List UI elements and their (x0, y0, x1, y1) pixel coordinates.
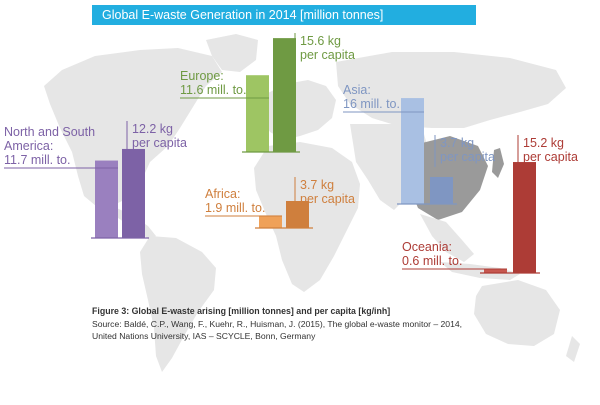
map-australia (474, 280, 560, 346)
label-per-capita-asia: 3.7 kg per capita (440, 136, 495, 164)
bar-per-capita-americas (122, 148, 145, 238)
chart-title: Global E-waste Generation in 2014 [milli… (92, 5, 476, 25)
bars-layer (91, 38, 540, 274)
label-total-oceania: Oceania: 0.6 mill. to. (402, 240, 462, 268)
world-map (44, 34, 580, 372)
bar-total-asia (401, 98, 424, 204)
map-north-america (44, 48, 222, 206)
source-line-2: United Nations University, IAS – SCYCLE,… (92, 331, 316, 341)
bar-per-capita-asia (430, 176, 453, 204)
map-new-zealand (566, 336, 580, 362)
map-japan (492, 148, 504, 178)
label-per-capita-africa: 3.7 kg per capita (300, 178, 355, 206)
map-southeast-asia (420, 214, 474, 262)
figure-caption: Figure 3: Global E-waste arising [millio… (92, 306, 391, 316)
label-total-africa: Africa: 1.9 mill. to. (205, 187, 265, 215)
map-indonesia (440, 262, 520, 280)
map-asia-north (336, 52, 566, 128)
map-greenland (206, 34, 258, 72)
labels-layer: North and South America: 11.7 mill. to. 12.… (4, 33, 578, 270)
bar-per-capita-oceania (513, 162, 536, 273)
label-total-europe: Europe: 11.6 mill. to. (180, 69, 246, 97)
bar-total-oceania (484, 269, 507, 273)
map-south-america (140, 236, 216, 372)
label-per-capita-europe: 15.6 kg per capita (300, 34, 355, 62)
source-line-1: Source: Baldé, C.P., Wang, F., Kuehr, R.… (92, 319, 463, 329)
label-total-asia: Asia: 16 mill. to. (343, 83, 400, 111)
label-total-americas: North and South America: 11.7 mill. to. (4, 125, 95, 167)
bar-per-capita-africa (286, 200, 309, 228)
bar-per-capita-europe (273, 38, 296, 153)
bar-total-europe (246, 75, 269, 152)
bar-total-americas (95, 160, 118, 238)
bar-total-africa (259, 215, 282, 228)
label-per-capita-oceania: 15.2 kg per capita (523, 136, 578, 164)
label-per-capita-americas: 12.2 kg per capita (132, 122, 187, 150)
